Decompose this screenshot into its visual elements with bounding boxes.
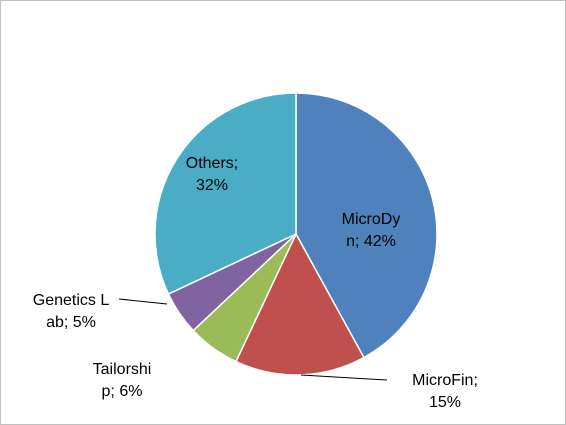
data-label: Others; 32% [185,155,239,194]
data-label: MicroDyn; 42% [341,211,401,250]
data-label: Genetics Lab; 5% [32,292,110,331]
data-label: MicroFin; 15% [412,372,478,411]
pie-slice [295,92,438,359]
data-label: Tailorship; 6% [92,361,152,400]
leader-line [300,374,388,381]
pie-slice [234,232,365,376]
leader-line [118,298,168,305]
pie-slice [154,92,297,296]
